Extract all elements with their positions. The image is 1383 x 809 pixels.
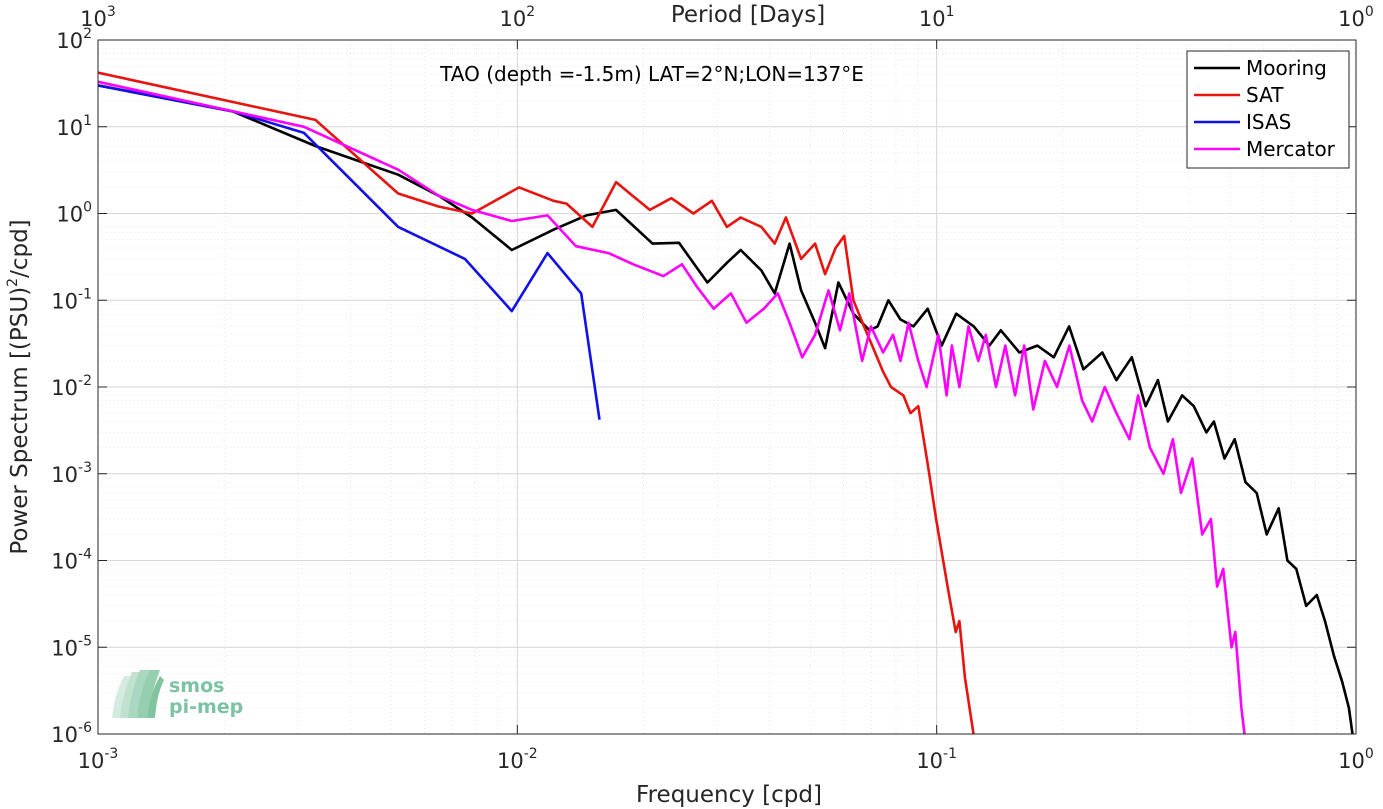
grid [97, 39, 1357, 735]
legend-label-mercator: Mercator [1246, 137, 1336, 161]
top-tick-label: 102 [500, 4, 536, 31]
y-tick-label: 10-1 [51, 286, 92, 313]
series-lines [98, 71, 1354, 734]
x-axis-label: Frequency [cpd] [636, 782, 822, 808]
logo-waves-icon [112, 670, 164, 718]
top-tick-label: 100 [1338, 4, 1374, 31]
x-tick-label: 100 [1338, 746, 1374, 773]
y-tick-label: 10-6 [51, 720, 92, 747]
top-axis-label: Period [Days] [671, 2, 825, 28]
legend-label-isas: ISAS [1246, 110, 1291, 134]
smos-pi-mep-logo: smos pi-mep [112, 670, 243, 718]
x-tick-label: 10-3 [78, 746, 119, 773]
y-tick-label: 101 [56, 113, 92, 140]
logo-smos-text: smos [169, 675, 224, 697]
series-line-isas [98, 84, 601, 420]
y-tick-label: 100 [56, 200, 92, 227]
series-line-mooring [98, 84, 1354, 734]
y-tick-label: 10-4 [51, 547, 92, 574]
y-tick-label: 102 [56, 26, 92, 53]
y-tick-label: 10-2 [51, 373, 92, 400]
x-tick-label: 10-1 [916, 746, 957, 773]
x-tick-label: 10-2 [497, 746, 538, 773]
top-tick-label: 103 [80, 4, 116, 31]
chart-title: TAO (depth =-1.5m) LAT=2°N;LON=137°E [439, 62, 864, 86]
legend: Mooring SAT ISAS Mercator [1186, 50, 1350, 169]
top-tick-label: 101 [919, 4, 955, 31]
y-tick-label: 10-3 [51, 460, 92, 487]
series-line-mercator [98, 80, 1246, 734]
series-line-sat [98, 71, 975, 734]
y-axis-label: Power Spectrum [(PSU)2/cpd] [5, 219, 33, 554]
legend-label-mooring: Mooring [1246, 56, 1327, 80]
y-tick-label: 10-5 [51, 633, 92, 660]
logo-pimep-text: pi-mep [169, 696, 243, 718]
legend-label-sat: SAT [1246, 83, 1284, 107]
